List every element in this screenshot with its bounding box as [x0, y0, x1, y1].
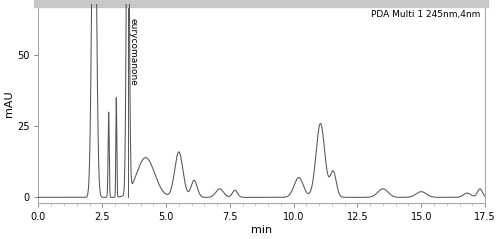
Text: eurycomanone: eurycomanone	[129, 18, 138, 86]
Text: PDA Multi 1 245nm,4nm: PDA Multi 1 245nm,4nm	[371, 10, 480, 19]
Y-axis label: mAU: mAU	[4, 90, 14, 117]
X-axis label: min: min	[251, 225, 272, 235]
